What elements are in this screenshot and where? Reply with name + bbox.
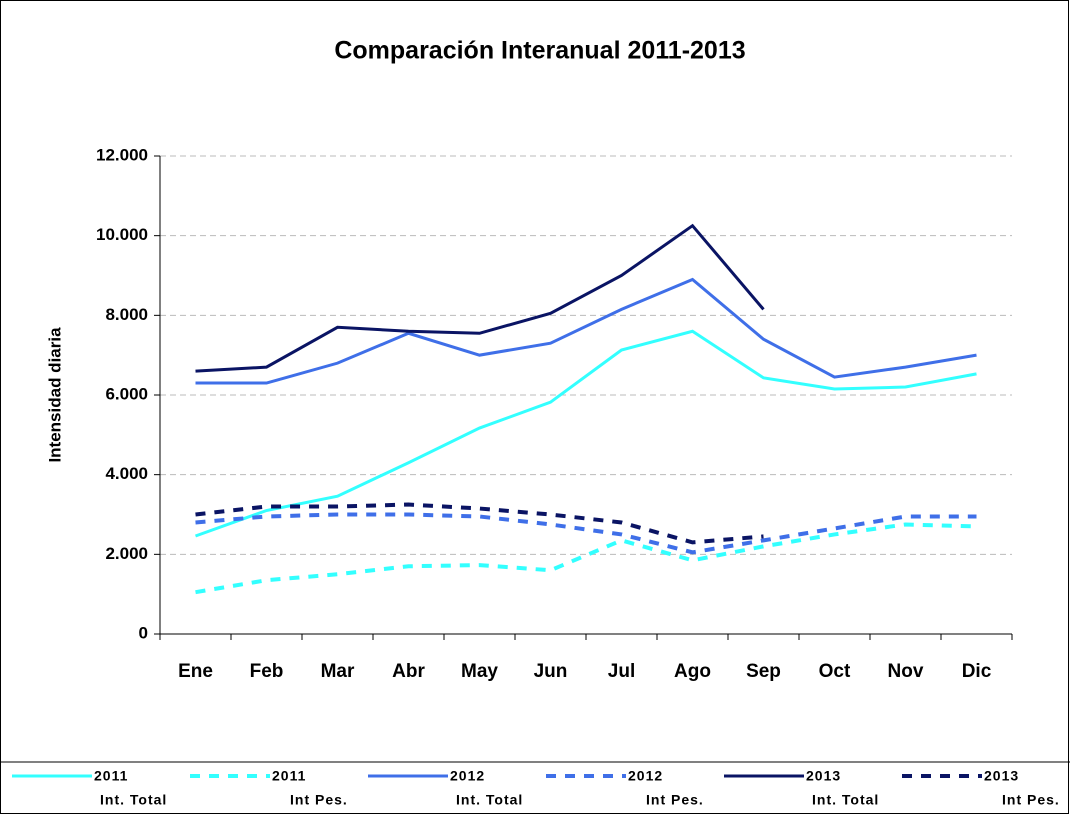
y-tick-label: 4.000 <box>105 464 148 483</box>
x-tick-label: Mar <box>321 661 355 682</box>
y-tick-label: 10.000 <box>96 225 148 244</box>
legend-label: Int. Total <box>100 792 167 808</box>
legend-label: 2013 <box>806 768 841 784</box>
legend-label: Int Pes. <box>646 792 704 808</box>
series-line <box>194 329 977 538</box>
x-tick-label: May <box>461 661 498 682</box>
x-tick-label: Ene <box>178 661 213 682</box>
y-axis-label: Intensidad diaria <box>45 327 64 463</box>
legend-label: 2012 <box>450 768 485 784</box>
x-tick-label: Jul <box>608 661 635 682</box>
legend-label: 2013 <box>984 768 1019 784</box>
legend-label: Int. Total <box>812 792 879 808</box>
y-tick-label: 2.000 <box>105 544 148 563</box>
series-line <box>195 502 764 545</box>
x-tick-label: Ago <box>674 661 711 682</box>
x-tick-label: Sep <box>746 661 781 682</box>
x-tick-label: Abr <box>392 661 425 682</box>
legend-label: 2012 <box>628 768 663 784</box>
chart-title: Comparación Interanual 2011-2013 <box>334 37 745 65</box>
y-tick-label: 12.000 <box>96 145 148 164</box>
legend-label: 2011 <box>272 768 306 784</box>
legend-label: Int Pes. <box>1002 792 1060 808</box>
x-tick-label: Oct <box>819 661 851 682</box>
legend-label: 2011 <box>94 768 128 784</box>
y-tick-label: 0 <box>139 623 148 642</box>
legend-label: Int. Total <box>456 792 523 808</box>
series-line <box>195 223 765 373</box>
series-line <box>195 277 977 385</box>
x-tick-label: Feb <box>250 661 284 682</box>
legend-label: Int Pes. <box>290 792 348 808</box>
x-tick-label: Jun <box>534 661 568 682</box>
y-tick-label: 8.000 <box>105 305 148 324</box>
x-tick-label: Nov <box>888 661 924 682</box>
y-tick-label: 6.000 <box>105 384 148 403</box>
x-tick-label: Dic <box>962 661 992 682</box>
